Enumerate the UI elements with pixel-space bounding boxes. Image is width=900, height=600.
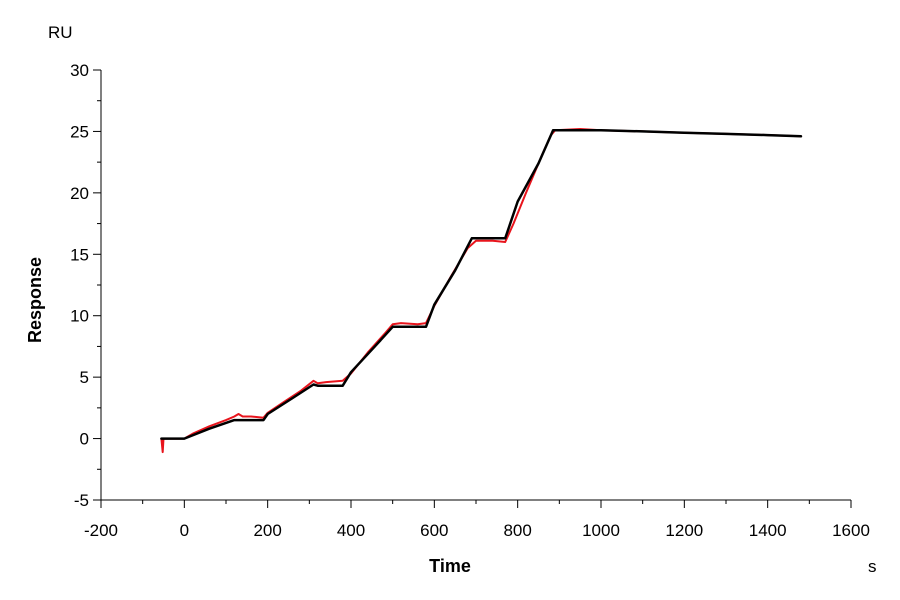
x-tick-label: 200: [253, 521, 281, 540]
axes: -5 0 5 10 15 20 25 30 -200 0 200 400 600 800 1000 1200 1…: [70, 61, 870, 540]
x-tick-label: 1200: [665, 521, 703, 540]
y-tick-label: 5: [80, 368, 89, 387]
x-tick-label: -200: [84, 521, 118, 540]
x-tick-label: 600: [420, 521, 448, 540]
y-tick-label: 0: [80, 430, 89, 449]
y-unit-label: RU: [48, 23, 73, 42]
x-tick-label: 1000: [582, 521, 620, 540]
x-tick-label: 1400: [749, 521, 787, 540]
y-tick-label: 15: [70, 245, 89, 264]
y-tick-label: 10: [70, 307, 89, 326]
x-tick-label: 800: [503, 521, 531, 540]
x-tick-label: 1600: [832, 521, 870, 540]
x-axis-title: Time: [429, 556, 471, 576]
labels: RU s Time Response: [25, 23, 877, 576]
x-tick-label: 400: [337, 521, 365, 540]
measured-response-line: [160, 128, 802, 454]
y-tick-label: 20: [70, 184, 89, 203]
x-tick-label: 0: [180, 521, 189, 540]
y-tick-label: -5: [74, 491, 89, 510]
y-tick-label: 25: [70, 122, 89, 141]
y-tick-label: 30: [70, 61, 89, 80]
fitted-response-line: [160, 128, 803, 440]
x-unit-label: s: [868, 557, 877, 576]
series-layer: [160, 128, 803, 454]
y-axis-title: Response: [25, 257, 45, 343]
